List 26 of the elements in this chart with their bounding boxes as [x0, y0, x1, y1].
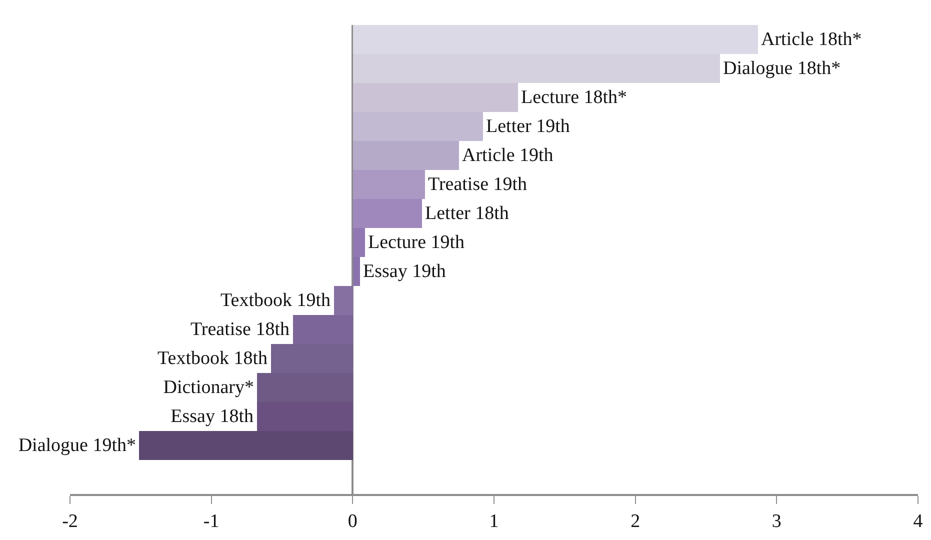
y-tick-label: Lecture 19th	[368, 232, 466, 253]
y-tick-label: Treatise 18th	[190, 319, 290, 340]
bar	[353, 141, 459, 170]
x-tick-label: 1	[489, 510, 499, 532]
x-tick-label: -2	[62, 510, 78, 532]
y-tick-label: Letter 19th	[486, 116, 570, 137]
y-tick-label: Essay 18th	[170, 406, 254, 427]
bar	[139, 431, 353, 460]
y-tick-label: Lecture 18th*	[521, 87, 628, 108]
y-tick-label: Essay 19th	[363, 261, 446, 282]
y-tick-label: Treatise 19th	[428, 174, 528, 195]
x-tick-label: 2	[630, 510, 640, 532]
y-tick-label: Dictionary*	[163, 377, 254, 398]
y-tick-label: Dialogue 19th*	[18, 435, 136, 456]
y-tick-label: Textbook 18th	[157, 348, 268, 369]
y-tick-label: Textbook 19th	[220, 290, 331, 311]
y-tick-label: Article 19th	[462, 145, 554, 166]
x-tick-label: 4	[913, 510, 924, 532]
y-tick-label: Dialogue 18th*	[723, 58, 841, 79]
bar	[353, 199, 422, 228]
x-tick-label: 3	[772, 510, 782, 532]
x-tick-label: -1	[203, 510, 220, 532]
y-tick-label: Article 18th*	[761, 29, 862, 50]
bar	[353, 170, 425, 199]
x-tick-label: 0	[348, 510, 358, 532]
y-tick-label: Letter 18th	[425, 203, 510, 224]
